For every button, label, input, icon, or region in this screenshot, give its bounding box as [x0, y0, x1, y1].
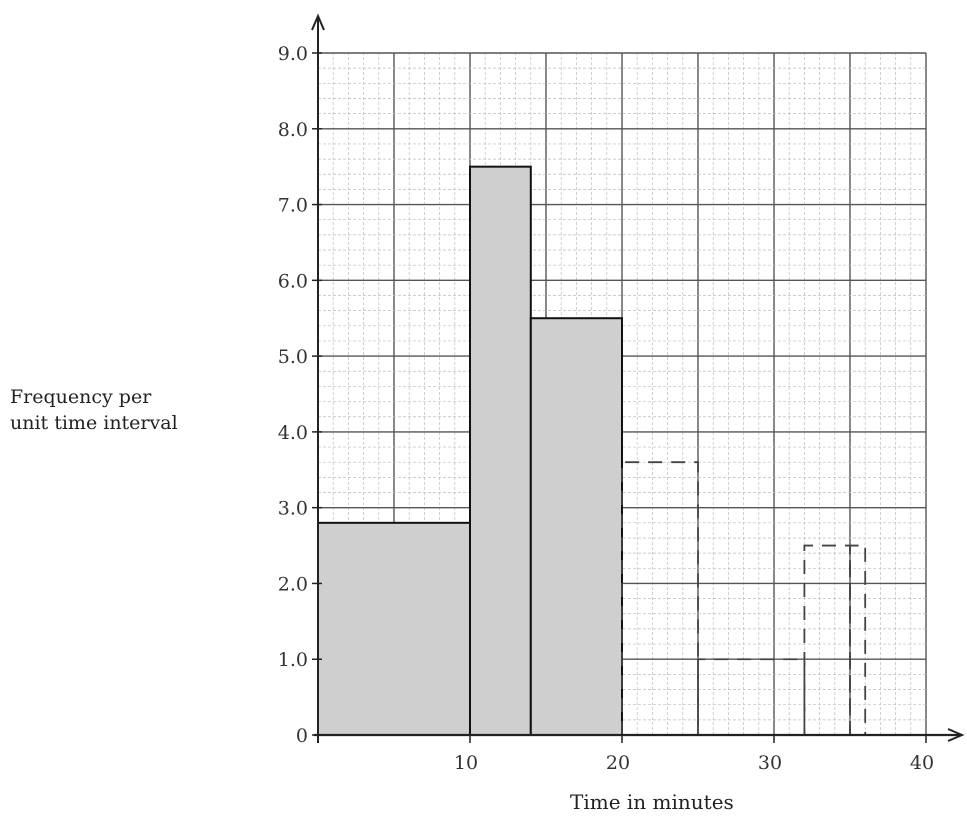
- x-tick-label: 40: [910, 752, 934, 774]
- y-axis-arrow: [311, 13, 325, 31]
- x-axis-label: Time in minutes: [570, 790, 734, 814]
- histogram-bar-2: [529, 317, 623, 736]
- histogram-bar-1: [469, 165, 532, 736]
- x-tick-label: 10: [454, 752, 478, 774]
- y-tick-label: 5.0: [278, 346, 308, 368]
- dashed-bar-outline-3: [849, 544, 867, 735]
- y-tick-label: 4.0: [278, 422, 308, 444]
- x-tick-label: 20: [606, 752, 630, 774]
- histogram-bar-0: [317, 521, 471, 736]
- dashed-bar-outline-0: [621, 461, 699, 735]
- y-tick-label: 9.0: [278, 43, 308, 65]
- y-tick-label: 3.0: [278, 498, 308, 520]
- x-tick-label: 30: [758, 752, 782, 774]
- y-tick-label: 1.0: [278, 649, 308, 671]
- dashed-bar-outline-1: [697, 658, 806, 735]
- y-axis-label-line-1: Frequency per: [10, 386, 152, 408]
- y-tick-label: 8.0: [278, 119, 308, 141]
- y-tick-label: 0: [296, 725, 308, 747]
- y-axis-label-line-2: unit time interval: [10, 412, 178, 434]
- dashed-bar-outline-2: [803, 544, 851, 735]
- y-tick-label: 7.0: [278, 195, 308, 217]
- x-axis-arrow: [947, 728, 965, 742]
- y-tick-label: 6.0: [278, 270, 308, 292]
- y-tick-label: 2.0: [278, 573, 308, 595]
